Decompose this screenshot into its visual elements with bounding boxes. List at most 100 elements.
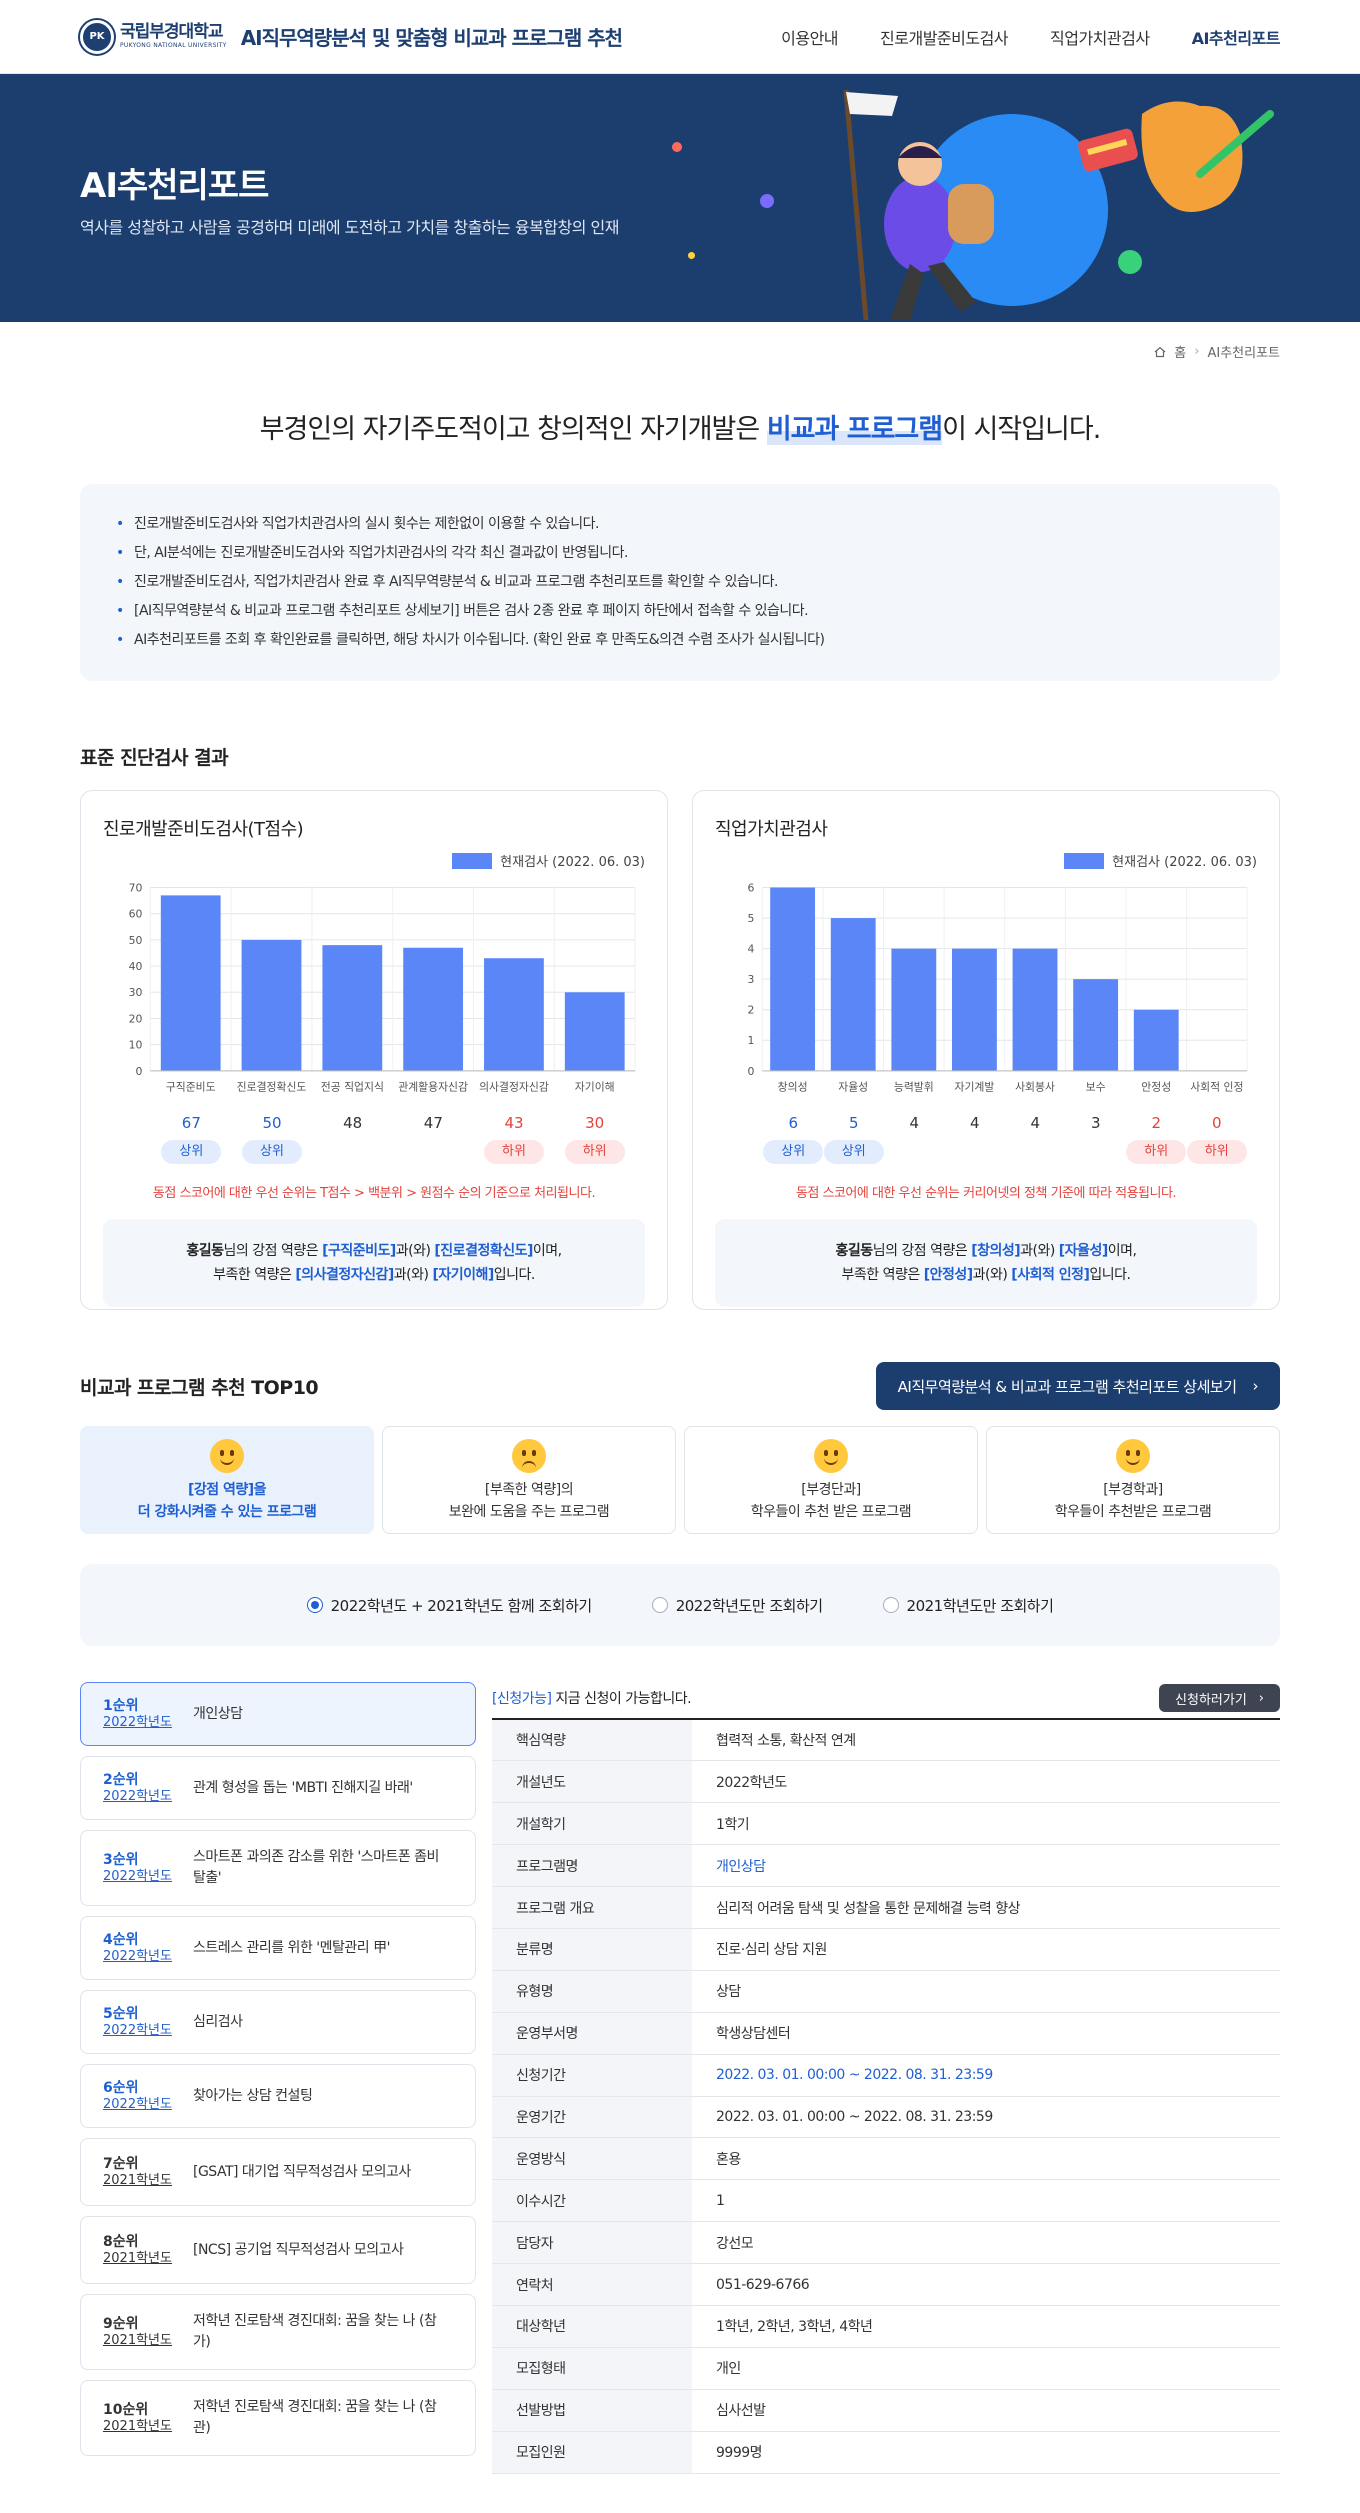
recommend-type-tabs: [강점 역량]을 더 강화시켜줄 수 있는 프로그램 [부족한 역량]의 보완에 도… [80, 1426, 1280, 1534]
page-title: AI추천리포트 [80, 166, 269, 206]
tab-strength[interactable]: [강점 역량]을 더 강화시켜줄 수 있는 프로그램 [80, 1426, 374, 1534]
rank-item[interactable]: 8순위 2021학년도 [NCS] 공기업 직무적성검사 모의고사 [80, 2216, 476, 2284]
program-detail: [신청가능] 지금 신청이 가능합니다. 신청하러가기 › 핵심역량 협력적 소통,… [492, 1682, 1280, 2474]
rank-item[interactable]: 4순위 2022학년도 스트레스 관리를 위한 '멘탈관리 甲' [80, 1916, 476, 1980]
score-cell: 4 [945, 1114, 1006, 1168]
bar [564, 992, 625, 1071]
breadcrumb-home[interactable]: 홈 [1174, 346, 1187, 361]
detail-key: 운영부서명 [492, 2012, 692, 2055]
smile-emoji-icon [210, 1439, 244, 1473]
score-cell: 67 상위 [151, 1114, 232, 1168]
score-value: 4 [969, 1114, 980, 1132]
detail-row: 핵심역량 협력적 소통, 확산적 연계 [492, 1719, 1280, 1762]
tab-college[interactable]: [부경단과] 학우들이 추천 받은 프로그램 [684, 1426, 978, 1534]
rank-item[interactable]: 1순위 2022학년도 개인상담 [80, 1682, 476, 1746]
detail-value: 강선모 [692, 2221, 1280, 2265]
rank-item[interactable]: 6순위 2022학년도 찾아가는 상담 컨설팅 [80, 2064, 476, 2128]
notice-item: 진로개발준비도검사와 직업가치관검사의 실시 횟수는 제한없이 이용할 수 있습… [116, 510, 1244, 539]
chart-legend: 현재검사 (2022. 06. 03) [715, 851, 1257, 870]
strength-summary: 홍길동님의 강점 역량은 [구직준비도]과(와) [진로결정확신도]이며, 부족… [103, 1219, 645, 1307]
detail-value: 혼용 [692, 2137, 1280, 2181]
detail-key: 선발방법 [492, 2389, 692, 2432]
detail-row: 개설년도 2022학년도 [492, 1760, 1280, 1804]
career-readiness-chart: 0 10 20 30 40 50 60 70 구직준비도 진로결정확신도 전공 직업지식 관계활용자신… [129, 881, 636, 1094]
score-value: 50 [262, 1114, 282, 1132]
chart-legend: 현재검사 (2022. 06. 03) [103, 851, 645, 870]
x-tick-label: 보수 [1086, 1081, 1106, 1094]
y-tick-label: 20 [129, 1012, 143, 1025]
detail-row: 모집형태 개인 [492, 2347, 1280, 2390]
hero-illustration [843, 89, 1274, 321]
home-icon[interactable] [1154, 346, 1166, 358]
rank-list: 1순위 2022학년도 개인상담 2순위 2022학년도 관계 형성을 돕는 'MBTI … [80, 1682, 476, 2474]
y-tick-label: 0 [748, 1065, 755, 1078]
radio-both-years[interactable]: 2022학년도 + 2021학년도 함께 조회하기 [306, 1595, 592, 1616]
score-value: 48 [343, 1114, 363, 1132]
top-header: PK 국립부경대학교 PUKYONG NATIONAL UNIVERSITY A… [0, 0, 1360, 74]
rank-item[interactable]: 2순위 2022학년도 관계 형성을 돕는 'MBTI 진해지길 바래' [80, 1756, 476, 1820]
detail-row: 신청기간 2022. 03. 01. 00:00 ~ 2022. 08. 31. … [492, 2054, 1280, 2097]
tab-department[interactable]: [부경학과] 학우들이 추천받은 프로그램 [986, 1426, 1280, 1534]
score-row: 6 상위 5 상위 4 4 4 3 2 하위 0 하위 [763, 1114, 1247, 1168]
x-tick-label: 자율성 [838, 1081, 868, 1094]
detail-value: 학생상담센터 [692, 2012, 1280, 2055]
x-tick-label: 진로결정확신도 [237, 1081, 307, 1094]
smile-emoji-icon [814, 1439, 848, 1473]
detail-key: 모집인원 [492, 2431, 692, 2474]
site-title[interactable]: AI직무역량분석 및 맞춤형 비교과 프로그램 추천 [240, 26, 623, 50]
nav-ai-report[interactable]: AI추천리포트 [1191, 28, 1281, 48]
radio-2022[interactable]: 2022학년도만 조회하기 [651, 1595, 823, 1616]
rank-item[interactable]: 5순위 2022학년도 심리검사 [80, 1990, 476, 2054]
career-readiness-card: 진로개발준비도검사(T점수) 현재검사 (2022. 06. 03) 0 10 20… [80, 790, 668, 1310]
detail-row: 담당자 강선모 [492, 2221, 1280, 2265]
card-title: 진로개발준비도검사(T점수) [103, 819, 304, 840]
detail-row: 운영기간 2022. 03. 01. 00:00 ~ 2022. 08. 31. … [492, 2096, 1280, 2139]
y-tick-label: 1 [748, 1034, 755, 1047]
rank-item[interactable]: 3순위 2022학년도 스마트폰 과의존 감소를 위한 '스마트폰 좀비 탈출' [80, 1830, 476, 1906]
bar [484, 958, 544, 1071]
score-value: 6 [788, 1114, 799, 1132]
apply-button[interactable]: 신청하러가기 › [1159, 1684, 1280, 1712]
score-value: 3 [1090, 1114, 1101, 1132]
tab-weakness[interactable]: [부족한 역량]의 보완에 도움을 주는 프로그램 [382, 1426, 676, 1534]
detail-value: 심사선발 [692, 2389, 1280, 2432]
program-name: [GSAT] 대기업 직무적성검사 모의고사 [193, 2163, 411, 2180]
score-cell: 30 하위 [554, 1114, 635, 1168]
rank-number: 6순위 2022학년도 [103, 2079, 172, 2112]
nav-job-value[interactable]: 직업가치관검사 [1050, 28, 1150, 48]
detail-value: 1 [692, 2179, 1280, 2223]
tie-notice: 동점 스코어에 대한 우선 순위는 T점수 > 백분위 > 원점수 순의 기준으… [152, 1186, 596, 1201]
rank-badge: 하위 [1186, 1140, 1247, 1164]
rank-number: 8순위 2021학년도 [103, 2233, 172, 2266]
program-name: 찾아가는 상담 컨설팅 [193, 2087, 313, 2104]
nav-career-readiness[interactable]: 진로개발준비도검사 [880, 28, 1009, 48]
score-value: 2 [1151, 1114, 1162, 1132]
score-value: 30 [585, 1114, 605, 1132]
bar [891, 948, 937, 1071]
score-value: 4 [1030, 1114, 1041, 1132]
detail-row: 대상학년 1학년, 2학년, 3학년, 4학년 [492, 2305, 1280, 2348]
radio-2021[interactable]: 2021학년도만 조회하기 [882, 1595, 1054, 1616]
program-name: 스마트폰 과의존 감소를 위한 '스마트폰 좀비 탈출' [193, 1849, 439, 1886]
program-name: 저학년 진로탐색 경진대회: 꿈을 찾는 나 (참가) [193, 2313, 437, 2350]
bar [830, 918, 876, 1071]
apply-status: [신청가능] 지금 신청이 가능합니다. [492, 1691, 692, 1707]
chevron-right-icon: › [1194, 344, 1200, 359]
rank-item[interactable]: 10순위 2021학년도 저학년 진로탐색 경진대회: 꿈을 찾는 나 (참관) [80, 2380, 476, 2456]
university-logo[interactable]: PK 국립부경대학교 PUKYONG NATIONAL UNIVERSITY [80, 19, 227, 54]
y-tick-label: 4 [748, 943, 755, 956]
intro-heading: 부경인의 자기주도적이고 창의적인 자기개발은 비교과 프로그램이 시작입니다. [259, 414, 1101, 445]
y-tick-label: 70 [129, 881, 143, 894]
detail-key: 모집형태 [492, 2347, 692, 2390]
report-detail-button[interactable]: AI직무역량분석 & 비교과 프로그램 추천리포트 상세보기 › [875, 1362, 1280, 1410]
bar [160, 895, 221, 1071]
rank-item[interactable]: 9순위 2021학년도 저학년 진로탐색 경진대회: 꿈을 찾는 나 (참가) [80, 2294, 476, 2370]
smile-emoji-icon [1116, 1439, 1150, 1473]
rank-item[interactable]: 7순위 2021학년도 [GSAT] 대기업 직무적성검사 모의고사 [80, 2138, 476, 2206]
rank-number: 7순위 2021학년도 [103, 2155, 172, 2188]
card-title: 직업가치관검사 [715, 819, 828, 840]
score-value: 67 [181, 1114, 201, 1132]
nav-guide[interactable]: 이용안내 [781, 28, 839, 48]
bar [322, 945, 383, 1071]
score-cell: 6 상위 [763, 1114, 824, 1168]
